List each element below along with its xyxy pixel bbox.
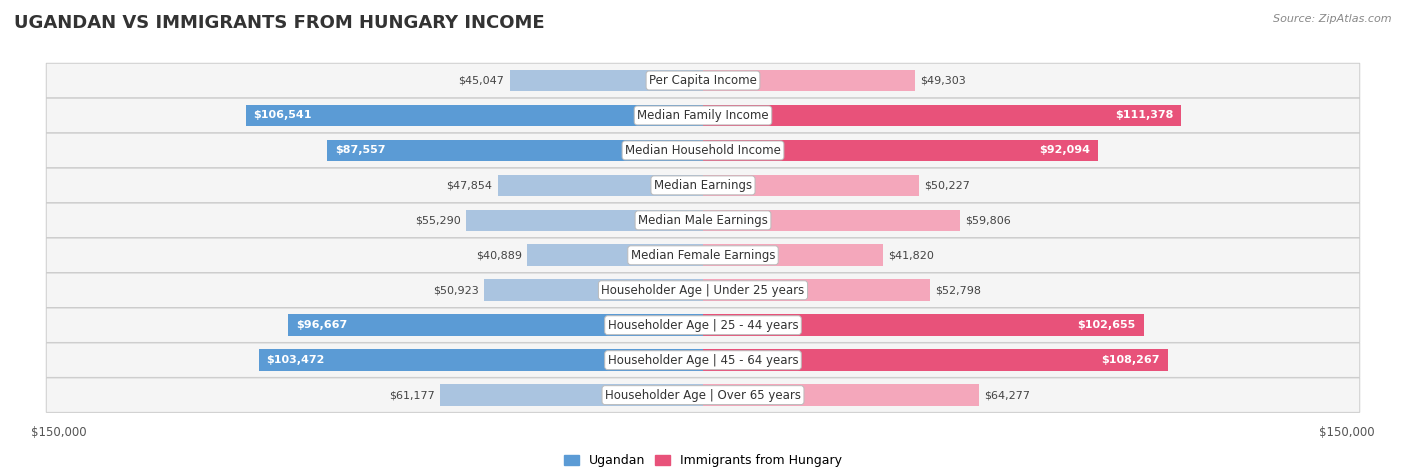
FancyBboxPatch shape (46, 238, 1360, 273)
FancyBboxPatch shape (46, 63, 1360, 98)
Text: Per Capita Income: Per Capita Income (650, 74, 756, 87)
Text: $49,303: $49,303 (920, 76, 966, 85)
Bar (509, 70, 703, 92)
Bar (465, 210, 703, 231)
Text: Householder Age | 25 - 44 years: Householder Age | 25 - 44 years (607, 318, 799, 332)
Text: Median Household Income: Median Household Income (626, 144, 780, 157)
FancyBboxPatch shape (46, 203, 1360, 238)
Bar (485, 279, 703, 301)
FancyBboxPatch shape (46, 343, 1360, 377)
Text: Householder Age | Under 25 years: Householder Age | Under 25 years (602, 284, 804, 297)
Text: Householder Age | 45 - 64 years: Householder Age | 45 - 64 years (607, 354, 799, 367)
Text: $50,227: $50,227 (924, 180, 970, 191)
Text: $41,820: $41,820 (887, 250, 934, 260)
Text: $111,378: $111,378 (1115, 111, 1174, 120)
Bar (328, 140, 703, 161)
Bar (703, 279, 929, 301)
Text: $47,854: $47,854 (447, 180, 492, 191)
Bar (703, 210, 960, 231)
Text: $45,047: $45,047 (458, 76, 505, 85)
Text: $87,557: $87,557 (335, 145, 385, 156)
Bar (703, 314, 1143, 336)
FancyBboxPatch shape (46, 133, 1360, 168)
Text: $40,889: $40,889 (477, 250, 523, 260)
Text: $59,806: $59,806 (965, 215, 1011, 226)
Text: UGANDAN VS IMMIGRANTS FROM HUNGARY INCOME: UGANDAN VS IMMIGRANTS FROM HUNGARY INCOM… (14, 14, 544, 32)
Text: $103,472: $103,472 (267, 355, 325, 365)
Bar (440, 384, 703, 406)
Text: $50,923: $50,923 (433, 285, 479, 295)
Text: Median Male Earnings: Median Male Earnings (638, 214, 768, 227)
Legend: Ugandan, Immigrants from Hungary: Ugandan, Immigrants from Hungary (558, 449, 848, 467)
Text: $96,667: $96,667 (295, 320, 347, 330)
FancyBboxPatch shape (46, 168, 1360, 203)
FancyBboxPatch shape (46, 308, 1360, 342)
Bar (703, 384, 979, 406)
Text: $52,798: $52,798 (935, 285, 981, 295)
Bar (527, 244, 703, 266)
Bar (703, 140, 1098, 161)
Bar (259, 349, 703, 371)
Text: $64,277: $64,277 (984, 390, 1031, 400)
Bar (703, 244, 883, 266)
Text: Source: ZipAtlas.com: Source: ZipAtlas.com (1274, 14, 1392, 24)
Text: Median Female Earnings: Median Female Earnings (631, 249, 775, 262)
Text: Median Earnings: Median Earnings (654, 179, 752, 192)
Text: $92,094: $92,094 (1039, 145, 1091, 156)
Text: $102,655: $102,655 (1077, 320, 1136, 330)
Text: $61,177: $61,177 (389, 390, 436, 400)
Text: Median Family Income: Median Family Income (637, 109, 769, 122)
Bar (703, 70, 915, 92)
Text: $108,267: $108,267 (1101, 355, 1160, 365)
Bar (498, 175, 703, 196)
Bar (288, 314, 703, 336)
Text: $55,290: $55,290 (415, 215, 461, 226)
Bar (703, 105, 1181, 126)
Text: Householder Age | Over 65 years: Householder Age | Over 65 years (605, 389, 801, 402)
Bar (703, 349, 1168, 371)
FancyBboxPatch shape (46, 98, 1360, 133)
Text: $106,541: $106,541 (253, 111, 312, 120)
FancyBboxPatch shape (46, 273, 1360, 307)
Bar (246, 105, 703, 126)
FancyBboxPatch shape (46, 378, 1360, 412)
Bar (703, 175, 918, 196)
